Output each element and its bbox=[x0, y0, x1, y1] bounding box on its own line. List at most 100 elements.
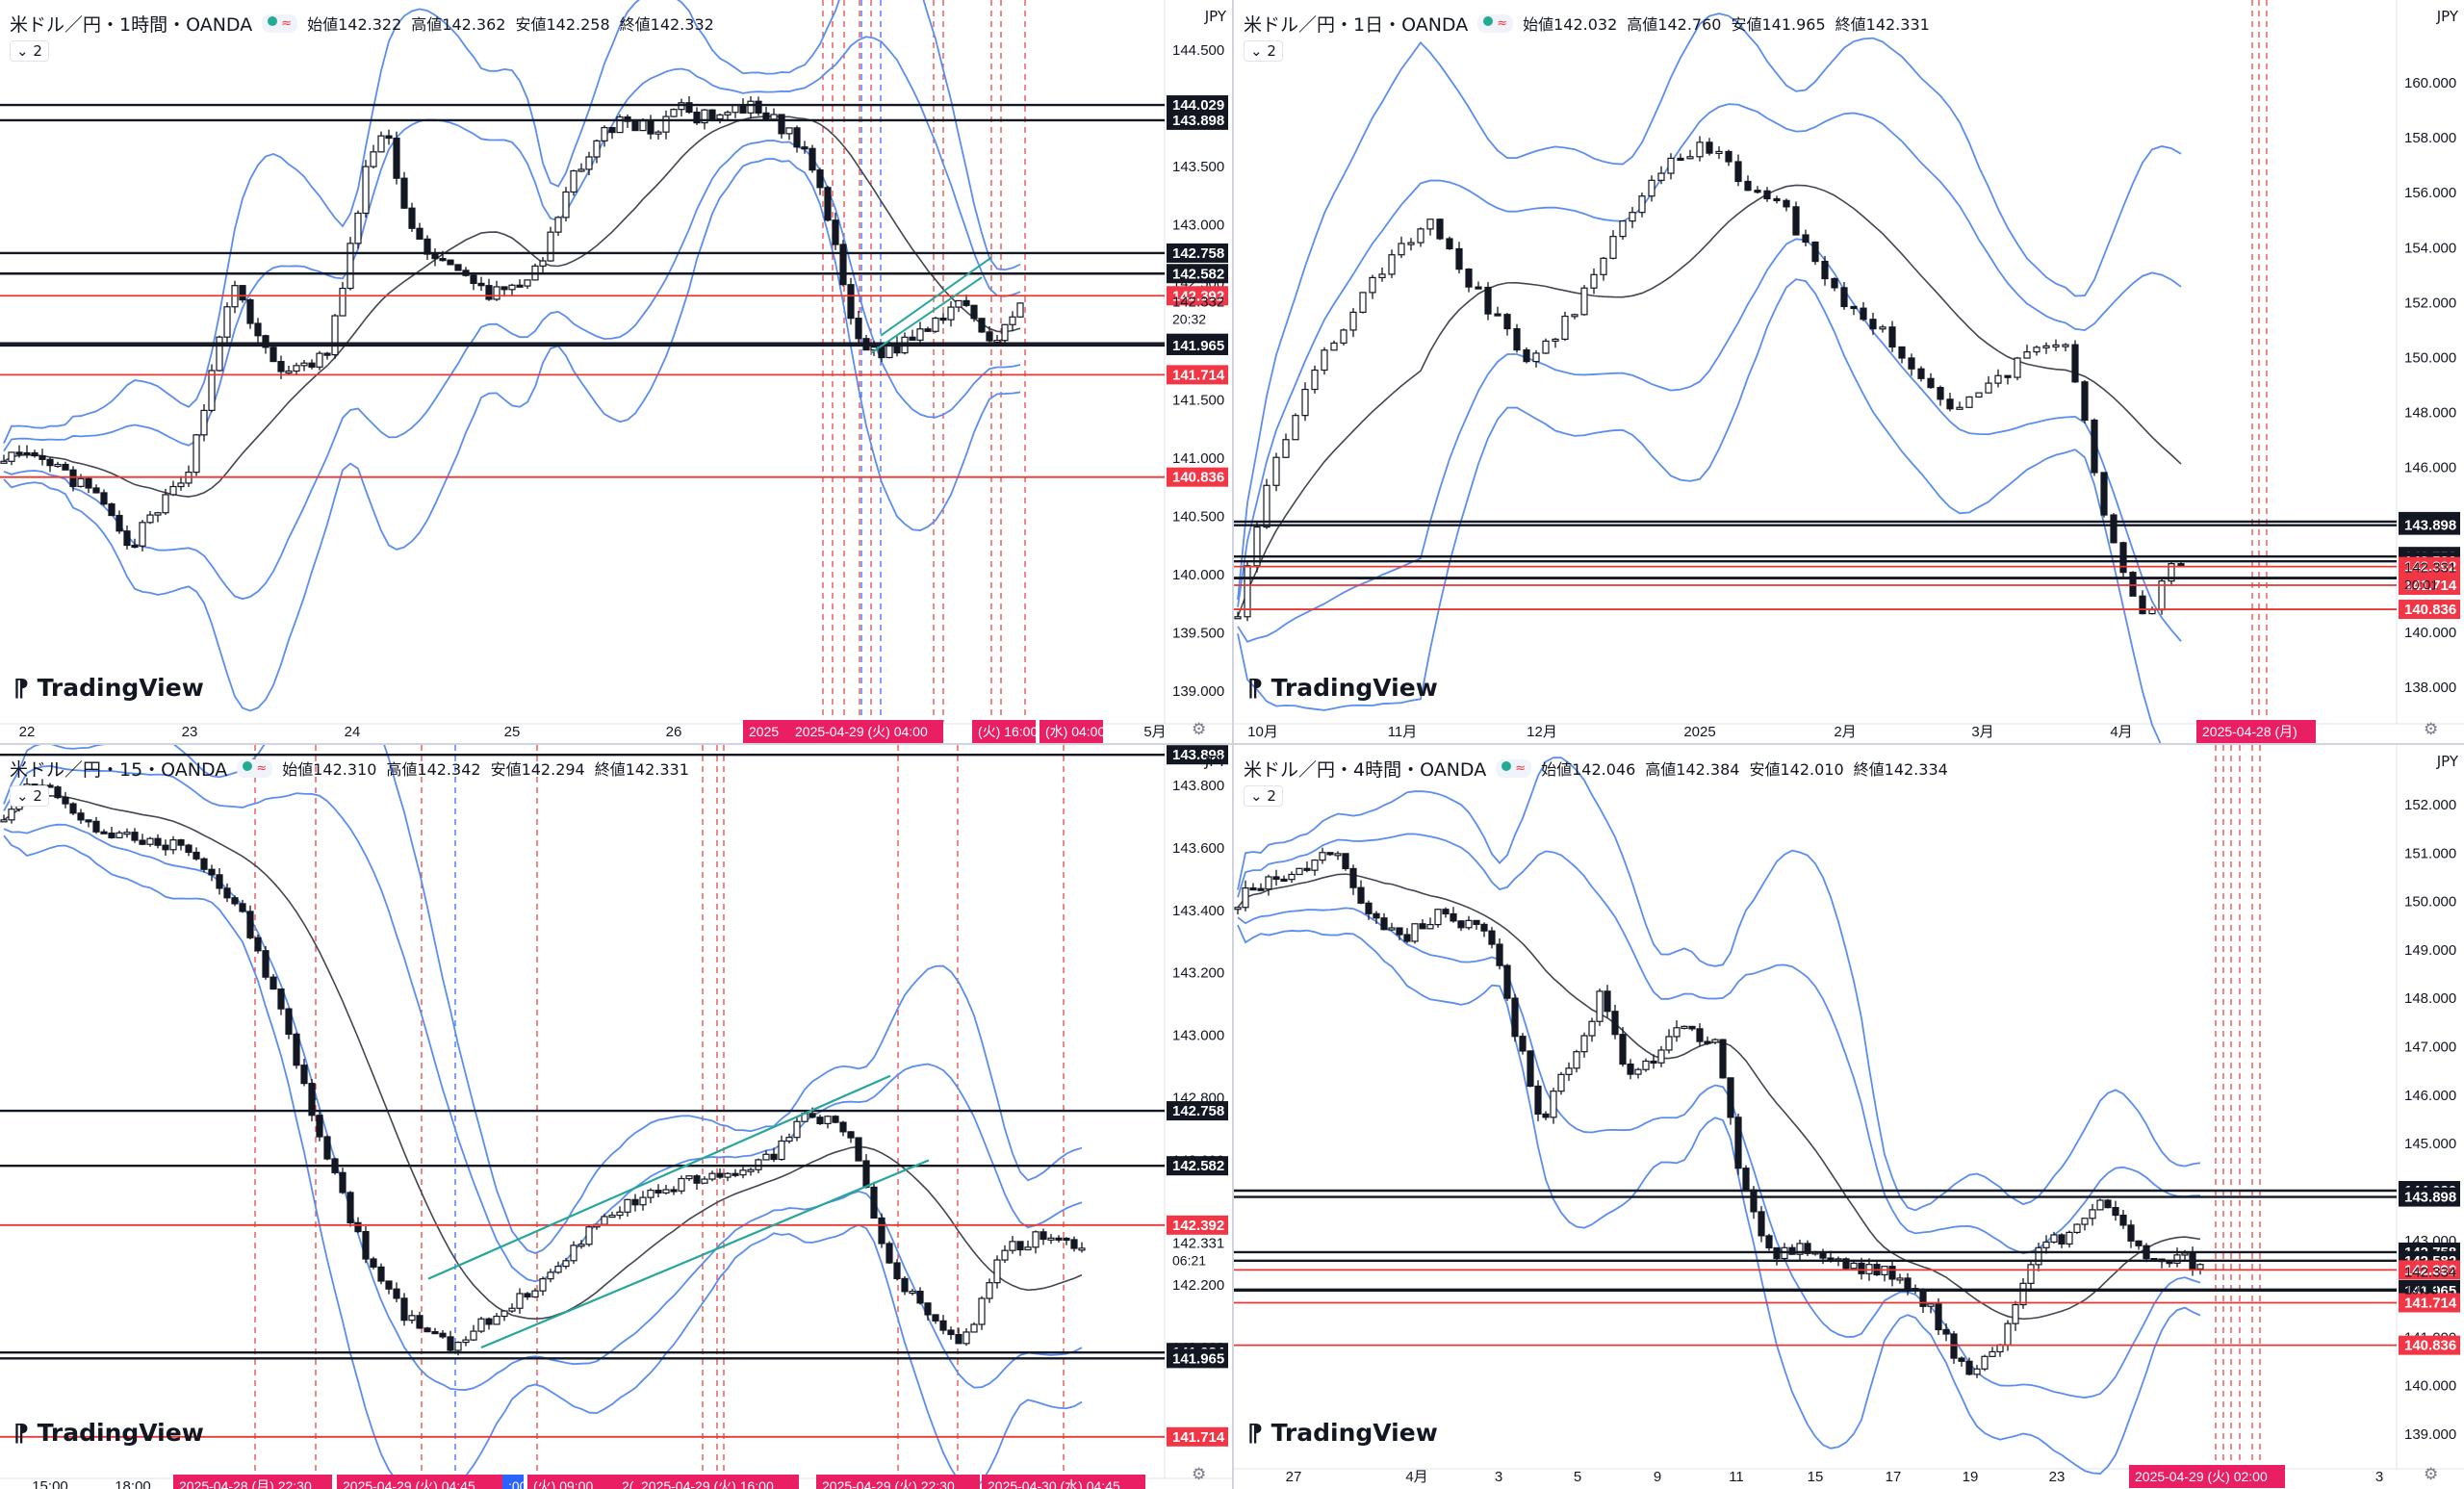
candle bbox=[2129, 572, 2137, 597]
chart-canvas[interactable]: 144.500144.000143.500143.000142.500142.0… bbox=[0, 0, 1232, 743]
currency-label[interactable]: JPY bbox=[2436, 753, 2458, 770]
candle bbox=[1055, 1237, 1063, 1241]
candle bbox=[246, 911, 254, 938]
chart-canvas[interactable]: 143.800143.600143.400143.200143.000142.8… bbox=[0, 745, 1232, 1489]
symbol-title[interactable]: 米ドル／円・15・OANDA bbox=[10, 758, 228, 781]
gear-icon[interactable]: ⚙ bbox=[2424, 1465, 2439, 1484]
candle bbox=[346, 243, 354, 290]
candle bbox=[377, 1266, 385, 1282]
time-tick-label: 4月 bbox=[1405, 1469, 1427, 1485]
symbol-title[interactable]: 米ドル／円・4時間・OANDA bbox=[1244, 758, 1487, 781]
time-tick-label: 5 bbox=[1574, 1469, 1581, 1485]
crosshair-date-label: 2( bbox=[622, 1478, 634, 1489]
level-black-tag bbox=[1167, 1156, 1228, 1176]
market-open-icon bbox=[243, 760, 253, 771]
gear-icon[interactable]: ⚙ bbox=[2424, 720, 2439, 739]
candle bbox=[1503, 964, 1511, 999]
indicator-toggle[interactable]: ⌄ 2 bbox=[1244, 40, 1283, 62]
candle bbox=[909, 1290, 916, 1295]
candle bbox=[878, 1217, 886, 1245]
status-dots[interactable]: ≈ bbox=[1496, 758, 1532, 778]
indicator-toggle[interactable]: ⌄ 2 bbox=[1244, 785, 1283, 807]
price-tick-label: 140.000 bbox=[2404, 1378, 2456, 1395]
symbol-title[interactable]: 米ドル／円・1日・OANDA bbox=[1244, 13, 1469, 36]
candle bbox=[54, 463, 62, 468]
time-tick-label: 10月 bbox=[1247, 724, 1278, 740]
currency-label[interactable]: JPY bbox=[1204, 8, 1226, 25]
chart-pane-1d[interactable]: 米ドル／円・1日・OANDA ≈ 始値142.032 高値142.760 安値1… bbox=[1234, 0, 2464, 743]
candle bbox=[1758, 1211, 1765, 1237]
candle bbox=[1609, 236, 1617, 259]
bollinger-band bbox=[1237, 757, 2201, 1212]
chart-pane-4h[interactable]: 米ドル／円・4時間・OANDA ≈ 始値142.046 高値142.384 安値… bbox=[1234, 745, 2464, 1489]
candle bbox=[300, 362, 308, 367]
countdown-timer: 20:01 bbox=[2404, 577, 2438, 592]
candle bbox=[277, 988, 285, 1010]
candle bbox=[493, 1315, 500, 1325]
chart-canvas[interactable]: 160.000 158.000 156.000 154.000 152.000 150.0… bbox=[1234, 0, 2464, 743]
candle bbox=[1378, 273, 1386, 279]
candle bbox=[262, 335, 270, 348]
currency-label[interactable]: JPY bbox=[2436, 8, 2458, 25]
candle bbox=[339, 287, 346, 317]
candle bbox=[200, 409, 208, 436]
candle bbox=[462, 1339, 470, 1344]
candle bbox=[254, 322, 262, 337]
pane-divider-horizontal[interactable] bbox=[0, 743, 2464, 745]
candle bbox=[1917, 368, 1925, 379]
level-red-tag bbox=[1167, 1215, 1228, 1235]
candle bbox=[69, 803, 77, 814]
candle bbox=[1001, 323, 1009, 342]
candle bbox=[1811, 241, 1819, 263]
price-tick-label: 143.800 bbox=[1172, 778, 1224, 794]
symbol-title[interactable]: 米ドル／円・1時間・OANDA bbox=[10, 13, 253, 36]
chart-canvas[interactable]: 152.000 151.000 150.000 149.000 148.000 147.0… bbox=[1234, 745, 2464, 1489]
candle bbox=[986, 331, 993, 342]
candle bbox=[216, 874, 223, 889]
level-black-tag bbox=[1167, 745, 1228, 765]
candle bbox=[1534, 1085, 1542, 1116]
market-open-icon bbox=[1483, 15, 1494, 26]
candle bbox=[1450, 912, 1457, 922]
level-red-label: 141.714 bbox=[1172, 367, 1225, 383]
tv-logo-icon: ⁋ bbox=[13, 1419, 38, 1447]
candle bbox=[693, 111, 701, 124]
tv-logo-icon: ⁋ bbox=[13, 674, 38, 702]
candle bbox=[308, 1083, 316, 1117]
status-dots[interactable]: ≈ bbox=[1477, 13, 1514, 33]
candle bbox=[855, 1137, 862, 1162]
candle bbox=[323, 1136, 331, 1160]
candle bbox=[1475, 286, 1482, 290]
candle bbox=[416, 227, 424, 240]
gear-icon[interactable]: ⚙ bbox=[1192, 720, 1207, 739]
candle bbox=[839, 244, 847, 286]
price-tick-label: 144.500 bbox=[1172, 42, 1224, 59]
candle bbox=[608, 126, 616, 134]
chart-pane-1h[interactable]: 米ドル／円・1時間・OANDA ≈ 始値142.322 高値142.362 安値… bbox=[0, 0, 1232, 743]
candle bbox=[639, 120, 647, 132]
candle bbox=[732, 104, 739, 114]
indicator-toggle[interactable]: ⌄ 2 bbox=[10, 785, 49, 807]
level-red-label: 140.836 bbox=[2404, 602, 2456, 618]
candle bbox=[1719, 1039, 1727, 1079]
candle bbox=[531, 1290, 539, 1298]
candle bbox=[1927, 1303, 1935, 1307]
status-dots[interactable]: ≈ bbox=[262, 13, 298, 33]
candle bbox=[832, 219, 839, 245]
candle bbox=[1850, 1262, 1858, 1270]
currency-label[interactable]: JPY bbox=[1204, 753, 1226, 770]
chart-pane-15m[interactable]: 米ドル／円・15・OANDA ≈ 始値142.310 高値142.342 安値1… bbox=[0, 745, 1232, 1489]
bollinger-band bbox=[3, 834, 1083, 1489]
candle bbox=[231, 897, 239, 905]
candle bbox=[824, 1116, 832, 1125]
candle bbox=[1879, 326, 1886, 330]
indicator-toggle[interactable]: ⌄ 2 bbox=[10, 40, 49, 62]
candle bbox=[2019, 1282, 2027, 1306]
candle bbox=[192, 434, 200, 474]
gear-icon[interactable]: ⚙ bbox=[1192, 1465, 1207, 1484]
candle bbox=[808, 1113, 816, 1118]
candle bbox=[1288, 873, 1296, 881]
price-tick-label: 139.000 bbox=[1172, 683, 1224, 700]
candle bbox=[346, 1192, 354, 1223]
status-dots[interactable]: ≈ bbox=[237, 758, 273, 778]
